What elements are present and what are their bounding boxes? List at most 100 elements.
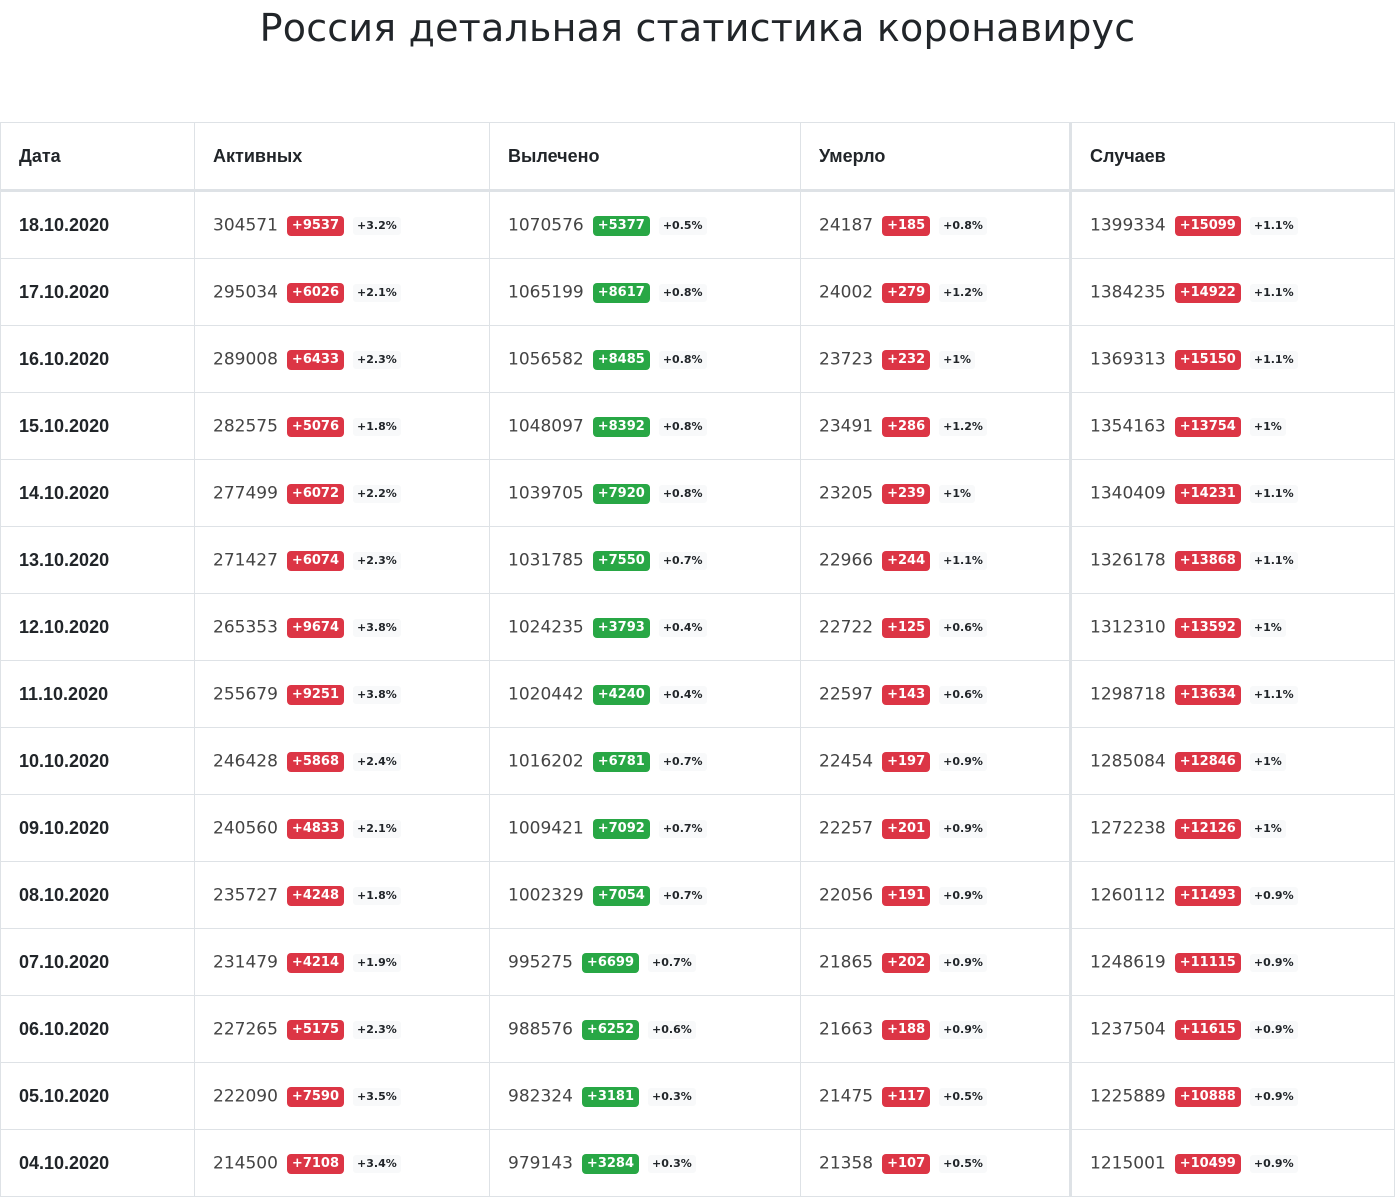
active-delta-badge: +4833 xyxy=(286,818,344,839)
date-cell: 10.10.2020 xyxy=(0,727,195,795)
cases-delta-badge: +12126 xyxy=(1174,818,1241,839)
cases-cell: 1285084 +12846 +1% xyxy=(1069,727,1395,795)
date-cell: 08.10.2020 xyxy=(0,861,195,929)
recovered-value: 1016202 xyxy=(508,751,584,772)
cases-delta-badge: +13634 xyxy=(1174,684,1241,705)
active-percent-badge: +1.8% xyxy=(353,417,401,436)
deaths-delta-badge: +185 xyxy=(882,215,931,236)
date-cell: 12.10.2020 xyxy=(0,593,195,661)
column-header-date: Дата xyxy=(0,122,195,192)
recovered-cell: 979143 +3284 +0.3% xyxy=(489,1129,801,1197)
deaths-delta-badge: +279 xyxy=(882,282,931,303)
recovered-value: 1039705 xyxy=(508,483,584,504)
deaths-value: 22056 xyxy=(819,885,874,906)
recovered-value: 1002329 xyxy=(508,885,584,906)
recovered-cell: 1024235 +3793 +0.4% xyxy=(489,593,801,661)
active-value: 231479 xyxy=(213,952,278,973)
active-value: 295034 xyxy=(213,282,278,303)
active-percent-badge: +3.5% xyxy=(353,1087,401,1106)
deaths-value: 22257 xyxy=(819,818,874,839)
table-row: 06.10.2020 227265 +5175 +2.3% 988576 +6252… xyxy=(0,995,1395,1063)
cases-cell: 1384235 +14922 +1.1% xyxy=(1069,258,1395,326)
recovered-cell: 982324 +3181 +0.3% xyxy=(489,1062,801,1130)
cases-percent-badge: +1.1% xyxy=(1249,484,1298,503)
cases-value: 1340409 xyxy=(1090,483,1166,504)
recovered-cell: 995275 +6699 +0.7% xyxy=(489,928,801,996)
cases-cell: 1237504 +11615 +0.9% xyxy=(1069,995,1395,1063)
active-percent-badge: +3.8% xyxy=(353,618,401,637)
recovered-value: 979143 xyxy=(508,1153,573,1174)
recovered-delta-badge: +3793 xyxy=(592,617,650,638)
cases-delta-badge: +12846 xyxy=(1174,751,1241,772)
active-delta-badge: +6074 xyxy=(286,550,344,571)
date-cell: 05.10.2020 xyxy=(0,1062,195,1130)
active-value: 240560 xyxy=(213,818,278,839)
deaths-percent-badge: +0.8% xyxy=(939,216,987,235)
deaths-delta-badge: +107 xyxy=(882,1153,931,1174)
deaths-delta-badge: +125 xyxy=(882,617,931,638)
deaths-cell: 22454 +197 +0.9% xyxy=(800,727,1071,795)
deaths-percent-badge: +0.6% xyxy=(939,685,987,704)
cases-cell: 1340409 +14231 +1.1% xyxy=(1069,459,1395,527)
active-value: 265353 xyxy=(213,617,278,638)
active-value: 271427 xyxy=(213,550,278,571)
date-cell: 18.10.2020 xyxy=(0,190,195,259)
recovered-cell: 1039705 +7920 +0.8% xyxy=(489,459,801,527)
table-row: 04.10.2020 214500 +7108 +3.4% 979143 +3284… xyxy=(0,1129,1395,1197)
deaths-percent-badge: +1% xyxy=(939,350,976,369)
date-cell: 17.10.2020 xyxy=(0,258,195,326)
active-cell: 271427 +6074 +2.3% xyxy=(194,526,490,594)
table-row: 13.10.2020 271427 +6074 +2.3% 1031785 +755… xyxy=(0,526,1395,594)
recovered-percent-badge: +0.7% xyxy=(658,886,707,905)
recovered-percent-badge: +0.7% xyxy=(658,819,707,838)
active-percent-badge: +3.4% xyxy=(353,1154,401,1173)
cases-delta-badge: +13868 xyxy=(1174,550,1241,571)
table-row: 08.10.2020 235727 +4248 +1.8% 1002329 +705… xyxy=(0,861,1395,929)
date-cell: 15.10.2020 xyxy=(0,392,195,460)
cases-value: 1369313 xyxy=(1090,349,1166,370)
cases-percent-badge: +1.1% xyxy=(1249,685,1298,704)
deaths-delta-badge: +201 xyxy=(882,818,931,839)
cases-delta-badge: +15099 xyxy=(1174,215,1241,236)
active-delta-badge: +6072 xyxy=(286,483,344,504)
cases-cell: 1298718 +13634 +1.1% xyxy=(1069,660,1395,728)
cases-percent-badge: +0.9% xyxy=(1249,1087,1298,1106)
deaths-delta-badge: +117 xyxy=(882,1086,931,1107)
active-cell: 235727 +4248 +1.8% xyxy=(194,861,490,929)
cases-value: 1248619 xyxy=(1090,952,1166,973)
active-value: 304571 xyxy=(213,215,278,236)
recovered-delta-badge: +3181 xyxy=(581,1086,639,1107)
cases-cell: 1272238 +12126 +1% xyxy=(1069,794,1395,862)
recovered-percent-badge: +0.8% xyxy=(658,350,707,369)
deaths-percent-badge: +0.9% xyxy=(939,819,987,838)
table-body: 18.10.2020 304571 +9537 +3.2% 1070576 +537… xyxy=(0,190,1395,1197)
deaths-delta-badge: +197 xyxy=(882,751,931,772)
recovered-value: 1020442 xyxy=(508,684,584,705)
deaths-percent-badge: +0.9% xyxy=(939,886,987,905)
recovered-delta-badge: +6252 xyxy=(581,1019,639,1040)
header-row: Дата Активных Вылечено Умерло Случаев xyxy=(0,122,1395,192)
table-row: 11.10.2020 255679 +9251 +3.8% 1020442 +424… xyxy=(0,660,1395,728)
recovered-percent-badge: +0.8% xyxy=(658,283,707,302)
active-percent-badge: +1.9% xyxy=(353,953,401,972)
deaths-value: 22597 xyxy=(819,684,874,705)
recovered-delta-badge: +7920 xyxy=(592,483,650,504)
deaths-cell: 22966 +244 +1.1% xyxy=(800,526,1071,594)
cases-value: 1399334 xyxy=(1090,215,1166,236)
table-row: 07.10.2020 231479 +4214 +1.9% 995275 +6699… xyxy=(0,928,1395,996)
recovered-value: 988576 xyxy=(508,1019,573,1040)
recovered-delta-badge: +6699 xyxy=(581,952,639,973)
cases-value: 1312310 xyxy=(1090,617,1166,638)
active-delta-badge: +9674 xyxy=(286,617,344,638)
deaths-value: 21475 xyxy=(819,1086,874,1107)
recovered-delta-badge: +6781 xyxy=(592,751,650,772)
cases-value: 1354163 xyxy=(1090,416,1166,437)
cases-delta-badge: +14231 xyxy=(1174,483,1241,504)
page-title: Россия детальная статистика коронавирус xyxy=(259,6,1136,50)
active-delta-badge: +6026 xyxy=(286,282,344,303)
recovered-cell: 1065199 +8617 +0.8% xyxy=(489,258,801,326)
deaths-value: 24187 xyxy=(819,215,874,236)
table-row: 15.10.2020 282575 +5076 +1.8% 1048097 +839… xyxy=(0,392,1395,460)
active-delta-badge: +7590 xyxy=(286,1086,344,1107)
cases-cell: 1369313 +15150 +1.1% xyxy=(1069,325,1395,393)
